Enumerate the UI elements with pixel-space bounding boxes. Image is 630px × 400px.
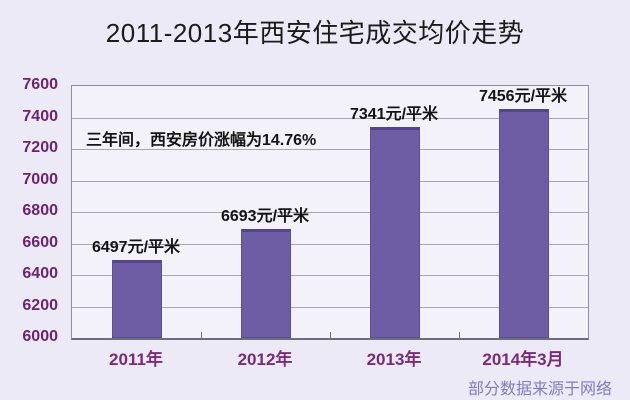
bar-value-label: 6497元/平米 [91, 239, 181, 256]
y-axis-label: 7600 [22, 76, 58, 93]
plot-area [71, 85, 589, 340]
y-axis-label: 6400 [22, 265, 58, 282]
bar-value-label: 6693元/平米 [220, 208, 310, 225]
gridline [72, 243, 588, 245]
y-axis-label: 7000 [22, 170, 58, 188]
y-axis-label: 7200 [22, 139, 58, 156]
bar-value-label: 7341元/平米 [349, 106, 439, 123]
data-source-note: 部分数据来源于网络 [467, 381, 612, 398]
x-axis-label: 2012年 [237, 350, 293, 369]
gridline [72, 117, 588, 119]
gridline [72, 180, 588, 182]
x-axis-tick [459, 332, 460, 338]
gridline [72, 306, 588, 308]
x-axis-label: 2013年 [366, 350, 422, 369]
annotation-growth-note: 三年间，西安房价涨幅为14.76% [86, 132, 317, 149]
bar-value-label: 7456元/平米 [478, 88, 568, 105]
bar-2013年 [370, 127, 420, 338]
gridline [72, 275, 588, 276]
bar-2014年3月 [499, 109, 549, 338]
gridline [72, 212, 588, 213]
x-axis-label: 2014年3月 [482, 350, 564, 369]
y-axis-label: 7400 [22, 107, 58, 125]
bar-2012年 [241, 229, 291, 338]
chart-title: 2011-2013年西安住宅成交均价走势 [105, 18, 525, 48]
y-axis-label: 6200 [22, 296, 58, 314]
bar-2011年 [112, 260, 162, 338]
x-axis-tick [201, 332, 202, 338]
y-axis-label: 6800 [22, 202, 58, 219]
x-axis-label: 2011年 [109, 350, 163, 369]
gridline [72, 149, 588, 150]
x-axis-tick [330, 332, 331, 338]
y-axis-label: 6600 [22, 233, 58, 251]
y-axis-label: 6000 [22, 328, 58, 345]
